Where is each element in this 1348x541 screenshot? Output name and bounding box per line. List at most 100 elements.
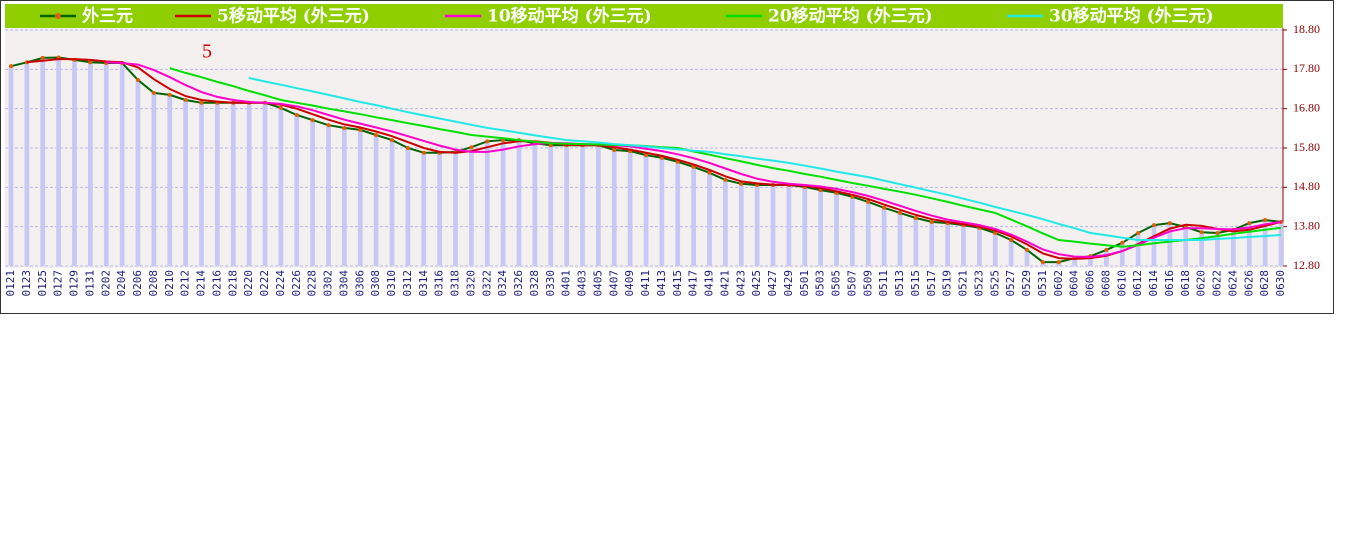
bar (199, 102, 204, 267)
x-tick-label: 0602 (1052, 270, 1065, 297)
bar (135, 79, 141, 266)
point (326, 123, 331, 128)
legend-label: 10移动平均 (外三元) (487, 6, 652, 27)
point (183, 98, 188, 103)
bar (1024, 249, 1030, 266)
bar (214, 102, 220, 267)
x-tick-label: 0326 (512, 270, 525, 297)
bar (611, 149, 617, 266)
bar (707, 172, 712, 266)
point (929, 219, 934, 224)
point (1040, 260, 1045, 265)
bar (341, 127, 347, 266)
x-tick-label: 0509 (861, 270, 874, 297)
x-tick-label: 0125 (36, 270, 49, 297)
bar (72, 59, 77, 266)
bar (230, 102, 236, 267)
point (310, 118, 315, 123)
point (739, 181, 744, 186)
bar (326, 125, 331, 266)
x-tick-label: 0324 (496, 270, 509, 297)
point (644, 153, 648, 158)
bar (1088, 256, 1093, 266)
y-tick-label: 18.80 (1293, 22, 1320, 36)
x-tick-label: 0228 (306, 270, 319, 297)
bar (659, 157, 665, 266)
point (1104, 247, 1109, 252)
bar (722, 179, 728, 266)
bar (834, 192, 839, 266)
bar (691, 166, 697, 266)
x-tick-label: 0210 (163, 270, 176, 297)
bar (1119, 242, 1125, 266)
bar (183, 100, 189, 266)
point (294, 112, 299, 117)
point (1215, 230, 1220, 235)
bar (786, 184, 792, 266)
x-tick-label: 0322 (480, 270, 493, 297)
point (1199, 230, 1204, 235)
bar (8, 66, 14, 266)
point (1247, 221, 1252, 226)
x-tick-label: 0314 (417, 270, 430, 297)
bar (1151, 225, 1157, 266)
x-tick-label: 0222 (258, 270, 271, 297)
bar (945, 223, 951, 266)
bar (818, 190, 824, 266)
x-tick-label: 0505 (830, 270, 843, 297)
x-tick-label: 0330 (544, 270, 557, 297)
plot (5, 28, 1287, 267)
bar (468, 147, 474, 266)
x-tick-label: 0519 (941, 270, 954, 297)
x-tick-label: 0630 (1274, 270, 1287, 297)
x-tick-label: 0212 (179, 270, 192, 297)
x-tick-label: 0316 (433, 270, 446, 297)
bar (119, 63, 125, 266)
x-tick-label: 0403 (576, 270, 589, 297)
x-tick-label: 0409 (623, 270, 636, 297)
x-tick-label: 0521 (957, 270, 970, 297)
point (9, 64, 13, 69)
bar (627, 151, 633, 266)
x-tick-label: 0628 (1258, 270, 1271, 297)
y-tick-label: 15.80 (1293, 140, 1320, 154)
bar (310, 120, 316, 266)
bar (278, 107, 284, 266)
bar (770, 184, 776, 266)
x-tick-label: 0618 (1179, 270, 1192, 297)
series-line (106, 61, 1282, 259)
legend-label: 5移动平均 (外三元) (217, 6, 370, 27)
point (1009, 238, 1014, 243)
bar (865, 201, 871, 266)
point (469, 145, 474, 150)
bar (167, 94, 173, 267)
bar (484, 141, 490, 266)
point (1025, 247, 1029, 252)
x-tick-label: 0401 (560, 270, 573, 297)
point (358, 127, 363, 132)
point (898, 210, 902, 215)
point (1136, 230, 1141, 235)
bar (1183, 227, 1189, 266)
point (1167, 221, 1172, 226)
bar (754, 184, 760, 266)
y-tick-label: 14.80 (1293, 179, 1320, 193)
x-tick-label: 0127 (52, 270, 65, 297)
x-tick-label: 0421 (718, 270, 731, 297)
bar (595, 145, 601, 266)
x-tick-label: 0626 (1242, 270, 1255, 297)
bar (453, 151, 458, 266)
bar (564, 145, 570, 266)
x-tick-label: 0312 (401, 270, 414, 297)
bar (1262, 219, 1268, 266)
bar (881, 207, 887, 266)
point (199, 100, 204, 105)
x-tick-label: 0318 (449, 270, 462, 297)
x-tick-label: 0220 (242, 270, 255, 297)
point (882, 205, 887, 210)
bar (675, 161, 681, 266)
legend-label: 30移动平均 (外三元) (1049, 6, 1214, 27)
x-tick-label: 0429 (782, 270, 795, 297)
bar (548, 145, 554, 266)
